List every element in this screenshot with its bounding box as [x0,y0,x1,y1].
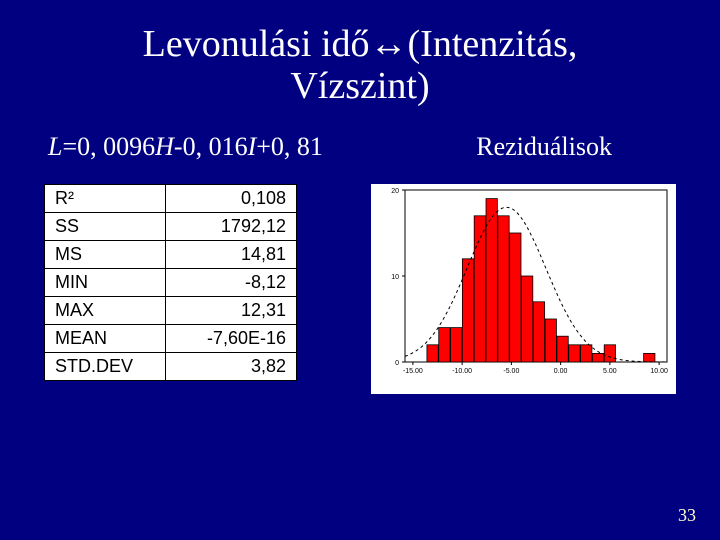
table-row: STD.DEV3,82 [45,352,297,380]
slide-title: Levonulási idő↔(Intenzitás, Vízszint) [0,0,720,108]
stat-key: MAX [45,296,166,324]
table-row: R²0,108 [45,184,297,212]
eq-I: I [248,132,257,161]
svg-text:-10.00: -10.00 [452,368,472,375]
svg-text:10: 10 [391,274,399,281]
stat-key: R² [45,184,166,212]
title-line-2: Vízszint) [290,65,429,107]
table-row: MS14,81 [45,240,297,268]
stat-value: 14,81 [166,240,297,268]
stat-key: SS [45,212,166,240]
stat-key: MEAN [45,324,166,352]
page-number: 33 [678,505,696,526]
table-row: MEAN-7,60E-16 [45,324,297,352]
content-row: R²0,108SS1792,12MS14,81MIN-8,12MAX12,31M… [0,184,720,394]
eq-rest1: =0, 0096 [62,132,155,161]
stats-tbody: R²0,108SS1792,12MS14,81MIN-8,12MAX12,31M… [45,184,297,380]
stats-table: R²0,108SS1792,12MS14,81MIN-8,12MAX12,31M… [44,184,297,381]
svg-text:5.00: 5.00 [603,368,617,375]
stat-key: MS [45,240,166,268]
eq-mid: -0, 016 [174,132,248,161]
stat-value: -8,12 [166,268,297,296]
histogram-svg: 0 10 20 -15.00 -10.00 -5.00 0.00 5.00 10.00 [371,184,676,394]
stat-key: MIN [45,268,166,296]
svg-text:0: 0 [395,360,399,367]
stat-key: STD.DEV [45,352,166,380]
residuals-label: Reziduálisok [476,132,612,162]
table-row: MIN-8,12 [45,268,297,296]
eq-H: H [155,132,174,161]
stat-value: 1792,12 [166,212,297,240]
svg-text:-15.00: -15.00 [403,368,423,375]
table-row: MAX12,31 [45,296,297,324]
slide-root: Levonulási idő↔(Intenzitás, Vízszint) L=… [0,0,720,540]
svg-text:20: 20 [391,188,399,195]
eq-L: L [48,132,62,161]
equation-label: L=0, 0096H-0, 016I+0, 81 [48,132,323,162]
histogram-chart: 0 10 20 -15.00 -10.00 -5.00 0.00 5.00 10.00 [371,184,676,394]
stat-value: -7,60E-16 [166,324,297,352]
stat-value: 0,108 [166,184,297,212]
svg-text:-5.00: -5.00 [503,368,519,375]
table-row: SS1792,12 [45,212,297,240]
svg-text:0.00: 0.00 [554,368,568,375]
svg-text:10.00: 10.00 [650,368,668,375]
title-line-1: Levonulási idő↔(Intenzitás, [143,23,578,65]
eq-end: +0, 81 [256,132,323,161]
subtitle-row: L=0, 0096H-0, 016I+0, 81 Reziduálisok [0,132,720,162]
stat-value: 3,82 [166,352,297,380]
stat-value: 12,31 [166,296,297,324]
